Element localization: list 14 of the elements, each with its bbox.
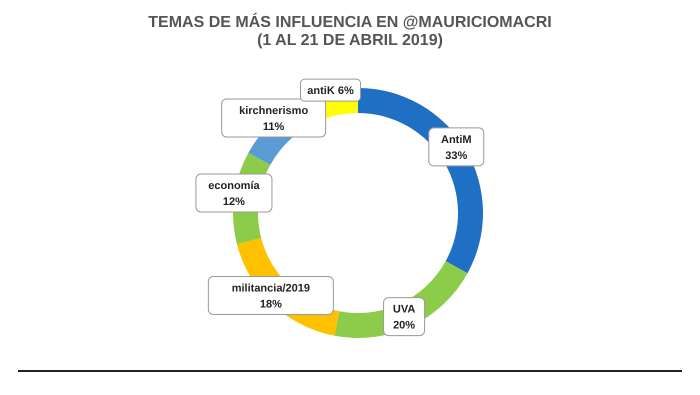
slice-label: antiK (307, 85, 335, 98)
chart-title: TEMAS DE MÁS INFLUENCIA EN @MAURICIOMACRI (147, 14, 553, 32)
data-label: 20% (393, 320, 416, 332)
data-label: 11% (262, 120, 285, 133)
slice-label: UVA (392, 304, 416, 316)
data-label: 12% (222, 196, 246, 208)
data-label: 33% (445, 150, 468, 162)
slice-label: militancia/2019 (232, 282, 310, 294)
slice-label: kirchnerismo (239, 104, 308, 117)
slice-label: AntiM (441, 134, 472, 146)
data-label: 6% (338, 85, 354, 98)
data-label: 18% (260, 298, 282, 310)
slice-label: economía (208, 180, 260, 192)
chart-subtitle: (1 AL 21 DE ABRIL 2019) (256, 32, 444, 50)
